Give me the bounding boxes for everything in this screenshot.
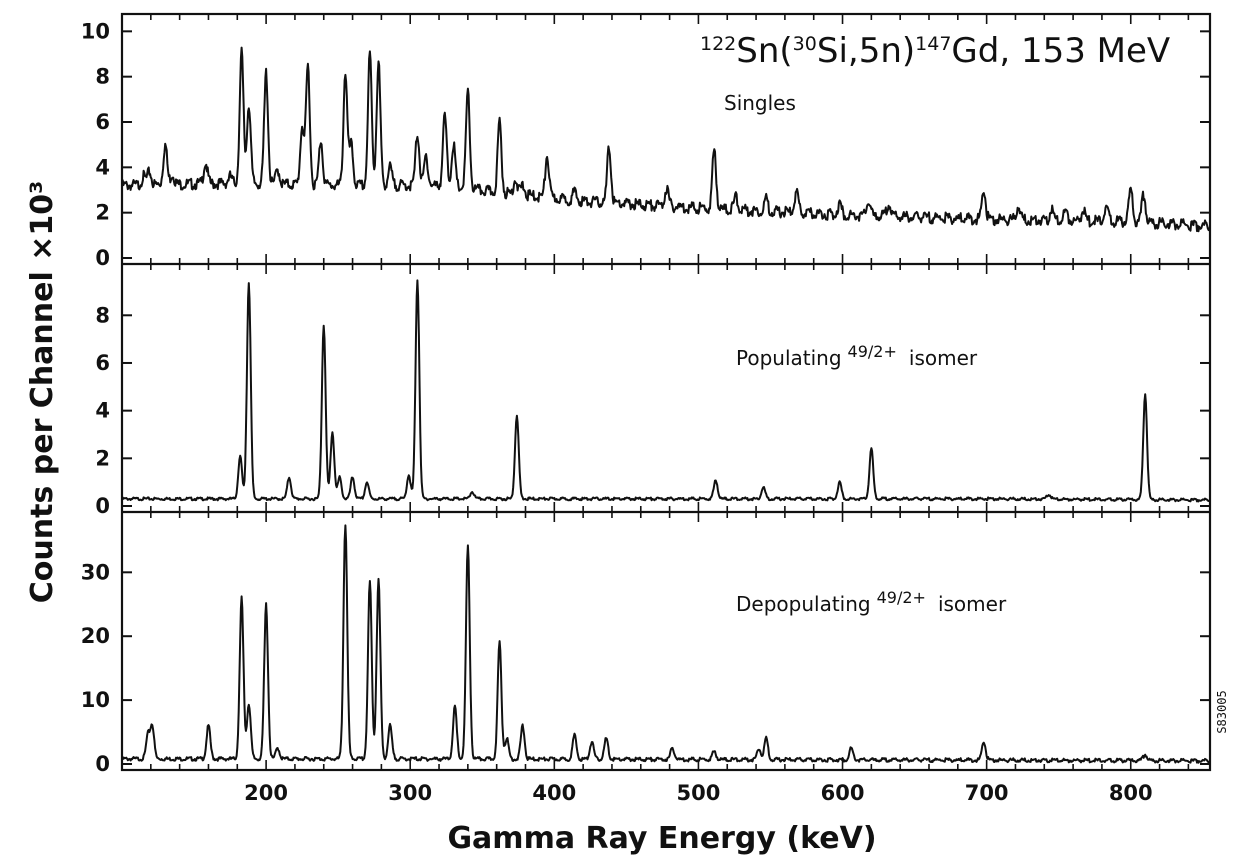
y-axis-title: Counts per Channel ×10³ — [25, 181, 60, 603]
panel1-y-tick-label: 0 — [95, 246, 110, 270]
spectrum-panels: 0 2 4 6 8 10 0 2 4 6 8 0 10 20 30 200 300 400 500 600 700 800 — [81, 14, 1211, 805]
figure-stamp: S83005 — [1215, 690, 1229, 733]
panel3-y-tick-label: 10 — [81, 688, 110, 712]
x-axis-title: Gamma Ray Energy (keV) — [447, 821, 876, 856]
panel2-y-tick-label: 8 — [95, 303, 110, 327]
reaction-title: 122Sn(30Si,5n)147Gd, 153 MeV — [700, 31, 1170, 71]
populating-label: Populating 49/2+ isomer — [736, 342, 978, 370]
x-tick-label: 700 — [965, 781, 1009, 805]
panel1-y-tick-label: 6 — [95, 110, 110, 134]
panel3-y-tick-label: 30 — [81, 560, 110, 584]
plot-frame — [120, 12, 1212, 772]
panel3-spectrum-trace — [121, 524, 1211, 764]
panel2-y-tick-label: 0 — [95, 494, 110, 518]
x-tick-label: 600 — [821, 781, 865, 805]
panel1-y-tick-label: 8 — [95, 65, 110, 89]
x-tick-label: 800 — [1109, 781, 1153, 805]
panel1-spectrum-trace — [121, 46, 1211, 233]
panel2-y-tick-label: 4 — [95, 399, 110, 423]
x-tick-label: 300 — [388, 781, 432, 805]
depopulating-label: Depopulating 49/2+ isomer — [736, 588, 1007, 616]
panel2-y-tick-label: 6 — [95, 351, 110, 375]
singles-label: Singles — [724, 91, 796, 115]
panel1-y-tick-label: 4 — [95, 155, 110, 179]
panel2-spectrum-trace — [121, 279, 1211, 503]
panel3-y-tick-label: 20 — [81, 624, 110, 648]
x-tick-label: 400 — [532, 781, 576, 805]
x-tick-label: 500 — [677, 781, 721, 805]
panel1-y-tick-label: 10 — [81, 19, 110, 43]
panel2-y-tick-label: 2 — [95, 446, 110, 470]
panel1-y-tick-label: 2 — [95, 201, 110, 225]
panel3-y-tick-label: 0 — [95, 752, 110, 776]
x-tick-label: 200 — [244, 781, 288, 805]
